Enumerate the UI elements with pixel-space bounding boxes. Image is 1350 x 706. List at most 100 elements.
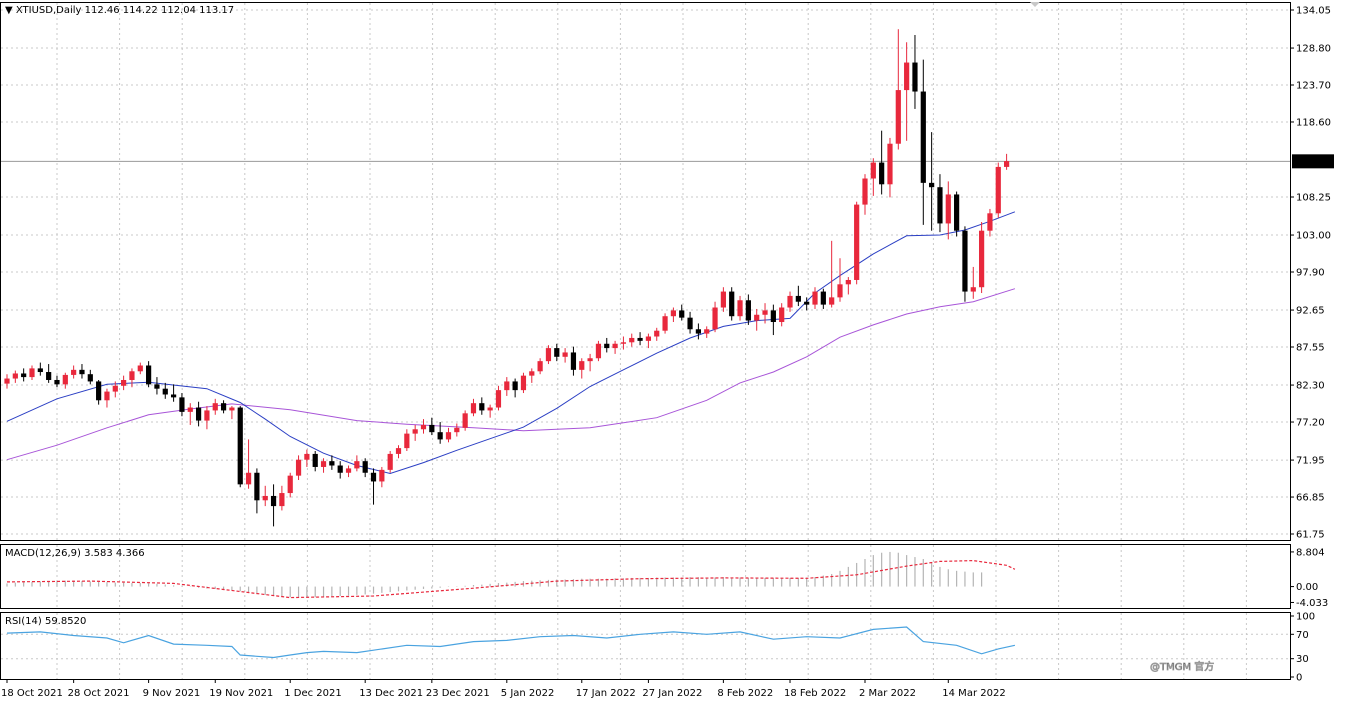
candle-body[interactable] (554, 348, 560, 357)
candle-body[interactable] (862, 178, 868, 205)
candle-body[interactable] (229, 407, 235, 411)
candle-body[interactable] (512, 381, 518, 391)
candle-body[interactable] (37, 368, 43, 373)
candle-body[interactable] (662, 316, 668, 331)
candle-body[interactable] (354, 461, 360, 469)
candle-body[interactable] (204, 410, 210, 421)
candle-body[interactable] (437, 432, 443, 440)
candle-body[interactable] (537, 361, 543, 372)
candle-body[interactable] (962, 230, 968, 292)
candle-body[interactable] (470, 403, 477, 414)
candle-body[interactable] (62, 374, 68, 385)
candle-body[interactable] (995, 166, 1001, 214)
candle-body[interactable] (804, 301, 810, 305)
candle-body[interactable] (829, 297, 835, 305)
candle-body[interactable] (337, 465, 343, 473)
candle-body[interactable] (254, 472, 260, 501)
candle-body[interactable] (520, 375, 527, 391)
candle-body[interactable] (695, 329, 701, 334)
candle-body[interactable] (870, 162, 876, 179)
candle-body[interactable] (645, 336, 652, 341)
candle-body[interactable] (270, 495, 277, 507)
candle-body[interactable] (29, 368, 35, 378)
candle-body[interactable] (287, 475, 293, 494)
candle-body[interactable] (329, 461, 335, 466)
candle-body[interactable] (171, 394, 177, 398)
candle-body[interactable] (637, 337, 643, 341)
candle-body[interactable] (395, 448, 402, 454)
candle-body[interactable] (620, 342, 627, 344)
candle-body[interactable] (345, 468, 352, 473)
candle-body[interactable] (595, 343, 602, 359)
candle-body[interactable] (779, 307, 785, 323)
candle-body[interactable] (570, 352, 577, 370)
candle-body[interactable] (237, 407, 243, 485)
candle-body[interactable] (420, 424, 427, 430)
candle-body[interactable] (312, 453, 318, 467)
candle-body[interactable] (987, 213, 993, 231)
candle-body[interactable] (179, 397, 185, 412)
candle-body[interactable] (112, 385, 118, 392)
candle-body[interactable] (146, 365, 152, 385)
candle-body[interactable] (920, 91, 926, 183)
candle-body[interactable] (579, 361, 585, 370)
candle-body[interactable] (212, 403, 218, 411)
candle-body[interactable] (362, 461, 368, 473)
candle-body[interactable] (912, 62, 918, 92)
candle-body[interactable] (4, 378, 10, 384)
candle-body[interactable] (137, 365, 143, 372)
candle-body[interactable] (504, 381, 510, 391)
candle-body[interactable] (704, 329, 710, 334)
candle-body[interactable] (795, 295, 801, 302)
candle-body[interactable] (295, 459, 302, 476)
candle-body[interactable] (612, 343, 618, 349)
candle-body[interactable] (745, 300, 751, 321)
candle-body[interactable] (379, 469, 385, 482)
candle-body[interactable] (121, 379, 127, 386)
candle-body[interactable] (729, 291, 735, 317)
candle-body[interactable] (96, 381, 102, 401)
candle-body[interactable] (304, 453, 310, 460)
candle-body[interactable] (720, 291, 726, 308)
candle-body[interactable] (387, 453, 393, 470)
candle-body[interactable] (979, 230, 985, 288)
candle-body[interactable] (479, 403, 485, 411)
candle-body[interactable] (670, 310, 676, 317)
candle-body[interactable] (370, 472, 377, 482)
candle-body[interactable] (104, 391, 110, 401)
candle-body[interactable] (629, 337, 635, 343)
candle-body[interactable] (970, 287, 976, 292)
candle-body[interactable] (937, 187, 943, 224)
candle-body[interactable] (854, 204, 860, 280)
candle-body[interactable] (945, 194, 951, 224)
candle-body[interactable] (762, 310, 768, 315)
candle-body[interactable] (879, 162, 885, 185)
candle-body[interactable] (129, 371, 135, 380)
candle-body[interactable] (79, 369, 85, 375)
candle-body[interactable] (954, 194, 960, 231)
candle-body[interactable] (12, 373, 18, 379)
candle-body[interactable] (46, 372, 52, 380)
candle-body[interactable] (87, 374, 93, 382)
candle-body[interactable] (154, 384, 160, 389)
candle-body[interactable] (1004, 161, 1010, 167)
candle-body[interactable] (787, 295, 793, 308)
candle-body[interactable] (737, 300, 743, 317)
candle-body[interactable] (687, 317, 693, 330)
candle-body[interactable] (887, 143, 893, 185)
candle-body[interactable] (279, 493, 285, 507)
chart-shift-marker[interactable] (1030, 2, 1040, 7)
candle-body[interactable] (837, 284, 843, 298)
candle-body[interactable] (187, 407, 193, 412)
candle-body[interactable] (412, 429, 418, 434)
candle-body[interactable] (54, 379, 60, 385)
candle-body[interactable] (195, 407, 202, 421)
candle-body[interactable] (262, 495, 268, 501)
candle-body[interactable] (904, 62, 910, 91)
candle-body[interactable] (587, 358, 593, 362)
candle-body[interactable] (245, 472, 252, 485)
candle-body[interactable] (545, 348, 552, 362)
candle-body[interactable] (895, 90, 901, 144)
candle-body[interactable] (812, 291, 818, 305)
